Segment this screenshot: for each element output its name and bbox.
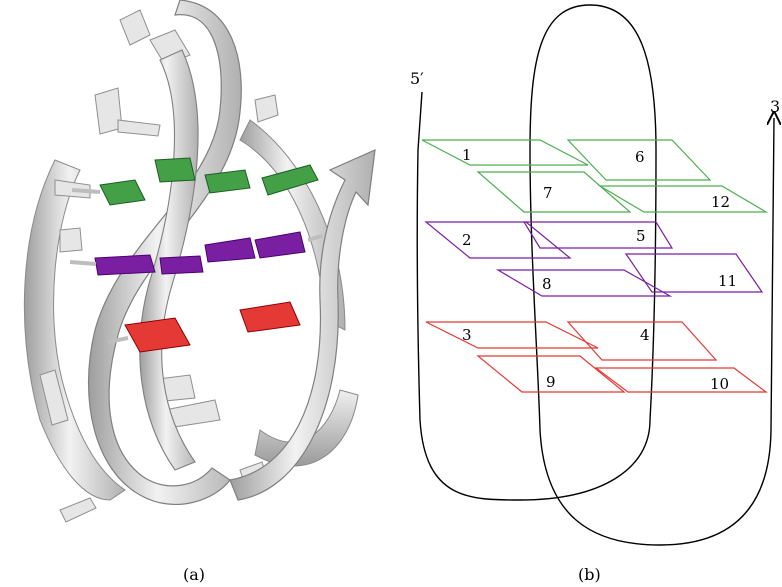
tetrad-square-11 [624,253,764,293]
tetrad-square-6 [566,139,712,181]
tetrad-layer-3 [425,321,768,393]
panel-a-ribbon-model [23,0,376,523]
ribbon-strand-right-arrow [229,149,376,501]
tetrad-layer-2 [424,221,764,297]
tetrad-label-2: 2 [462,231,472,249]
tetrad-label-3: 3 [462,326,472,344]
strand-end-5-label: 5′ [410,69,424,88]
strand-end-3-label: 3 [770,97,780,116]
panel-a-caption: (a) [183,565,205,584]
tetrad-labels: 1 6 7 12 2 5 8 11 3 4 9 10 [462,146,737,393]
tetrad-label-11: 11 [718,272,737,290]
tetrad-label-8: 8 [542,275,552,293]
tetrad-label-10: 10 [710,375,729,393]
grey-bases [39,9,279,523]
tetrad-square-3 [425,321,599,349]
tetrad-square-1 [421,139,589,166]
tetrad-label-9: 9 [546,373,556,391]
tetrad-layer-1-bases [99,157,319,206]
tetrad-square-7 [476,171,632,213]
tetrad-layer-2-bases [94,231,306,276]
tetrad-label-6: 6 [635,148,645,166]
tetrad-square-8 [495,269,673,297]
tetrad-label-12: 12 [711,193,730,211]
tetrad-square-5 [522,221,674,249]
tetrad-square-10 [594,367,768,393]
tetrad-label-4: 4 [640,326,650,344]
tetrad-square-9 [476,355,626,393]
tetrad-square-2 [424,221,572,259]
tetrad-layer-3-bases [124,301,301,353]
tetrad-label-1: 1 [462,146,472,164]
panel-b-caption: (b) [578,565,601,584]
tetrad-label-5: 5 [636,227,646,245]
base-connectors [69,188,323,344]
tetrad-label-7: 7 [543,184,553,202]
tetrad-layer-1 [421,139,769,213]
tetrad-square-4 [566,321,718,361]
panel-b-schematic: 1 6 7 12 2 5 8 11 3 4 9 10 5′ 3 [410,4,780,546]
tetrad-square-12 [597,185,769,213]
backbone-strand [416,4,774,546]
